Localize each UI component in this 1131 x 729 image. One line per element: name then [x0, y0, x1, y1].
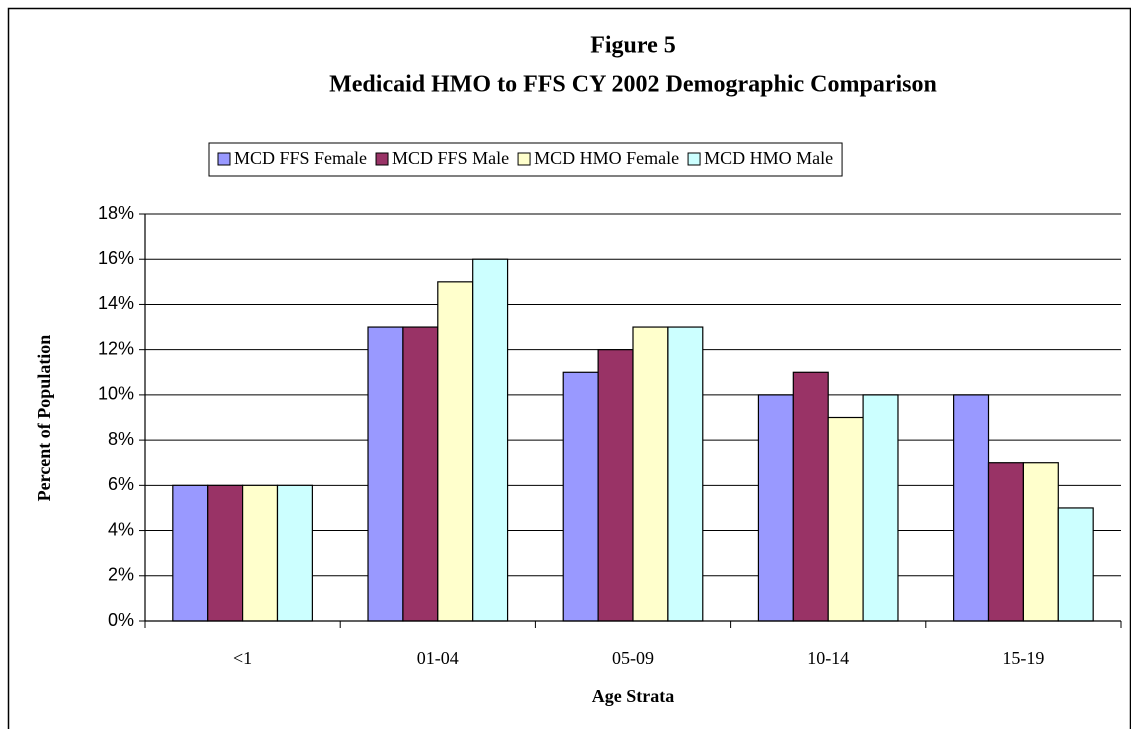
x-tick-label: <1 [233, 648, 252, 668]
bar [562, 371, 599, 622]
bar [472, 258, 509, 622]
x-tick-label: 10-14 [807, 648, 849, 668]
bar [827, 416, 864, 622]
legend-swatch [687, 152, 701, 166]
legend-label: MCD HMO Female [534, 148, 679, 168]
y-tick-label: 0% [108, 610, 134, 630]
legend-label: MCD HMO Male [704, 148, 833, 168]
bar [953, 394, 990, 622]
bar [667, 326, 704, 622]
y-tick-label: 8% [108, 429, 134, 449]
chart-subtitle: Medicaid HMO to FFS CY 2002 Demographic … [329, 72, 937, 98]
bar [597, 349, 634, 622]
y-tick-label: 16% [98, 248, 134, 268]
bar [1057, 507, 1094, 622]
y-tick-label: 4% [108, 519, 134, 539]
bar [987, 462, 1024, 622]
bar [402, 326, 439, 622]
bar [792, 371, 829, 622]
x-tick-label: 01-04 [417, 648, 459, 668]
bar [367, 326, 404, 622]
bar [172, 484, 209, 622]
y-tick-label: 18% [98, 203, 134, 223]
bar [862, 394, 899, 622]
bar [437, 281, 474, 622]
bar [207, 484, 244, 622]
y-axis-label: Percent of Population [34, 335, 54, 502]
y-tick-label: 12% [98, 338, 134, 358]
y-tick-label: 10% [98, 384, 134, 404]
bar [276, 484, 313, 622]
legend-label: MCD FFS Female [234, 148, 367, 168]
x-axis-label: Age Strata [592, 686, 674, 706]
legend-swatch [517, 152, 531, 166]
bar [242, 484, 279, 622]
y-tick-label: 2% [108, 565, 134, 585]
x-tick-label: 05-09 [612, 648, 654, 668]
x-tick-label: 15-19 [1002, 648, 1044, 668]
legend-swatch [217, 152, 231, 166]
bar [632, 326, 669, 622]
bar [1022, 462, 1059, 622]
legend-swatch [375, 152, 389, 166]
legend-label: MCD FFS Male [392, 148, 509, 168]
bar [757, 394, 794, 622]
y-tick-label: 6% [108, 474, 134, 494]
y-tick-label: 14% [98, 293, 134, 313]
chart-title: Figure 5 [590, 33, 676, 59]
